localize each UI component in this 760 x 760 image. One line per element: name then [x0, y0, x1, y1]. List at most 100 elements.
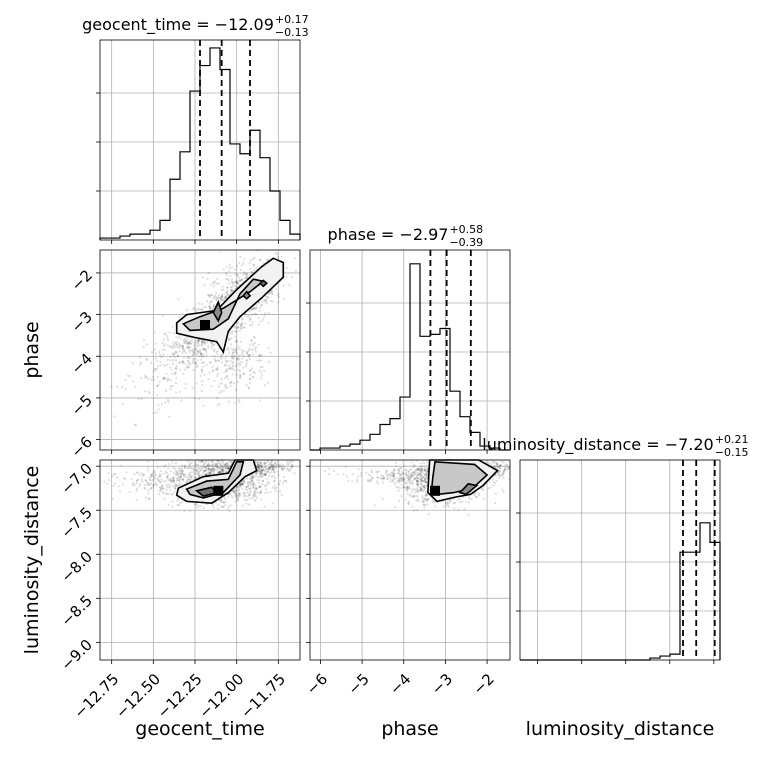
scatter-point — [253, 265, 256, 268]
scatter-point — [265, 470, 268, 473]
scatter-point — [424, 473, 427, 476]
scatter-point — [156, 375, 159, 378]
scatter-point — [201, 361, 204, 364]
scatter-point — [345, 475, 349, 478]
scatter-point — [182, 356, 185, 359]
scatter-point — [232, 348, 235, 352]
scatter-point — [261, 483, 264, 486]
scatter-point — [230, 289, 233, 292]
scatter-point — [221, 461, 225, 465]
scatter-point — [159, 481, 163, 484]
scatter-point — [168, 331, 171, 334]
scatter-point — [257, 323, 260, 326]
scatter-point — [468, 497, 471, 500]
scatter-point — [140, 377, 143, 380]
scatter-point — [195, 341, 199, 344]
scatter-point — [134, 385, 137, 388]
scatter-point — [475, 495, 478, 498]
scatter-point — [287, 463, 290, 466]
scatter-point — [367, 473, 370, 476]
scatter-point — [357, 468, 360, 471]
hist-phase-title: phase = −2.97 +0.58−0.39 — [328, 223, 484, 249]
scatter-point — [220, 498, 223, 501]
scatter-point — [249, 490, 252, 493]
scatter-point — [194, 352, 197, 355]
scatter-point — [193, 344, 196, 347]
scatter-point — [152, 475, 155, 478]
scatter-point — [248, 354, 251, 357]
scatter-point — [234, 280, 237, 284]
scatter-point — [143, 374, 146, 377]
scatter-point — [332, 469, 335, 472]
scatter-point — [198, 355, 201, 358]
scatter-point — [234, 388, 237, 392]
scatter-point — [253, 307, 257, 310]
scatter-point — [211, 365, 214, 368]
scatter-point — [181, 361, 184, 364]
scatter-point — [162, 472, 165, 475]
scatter-point — [218, 296, 221, 299]
scatter-point — [173, 373, 176, 376]
scatter-point — [218, 471, 221, 474]
scatter-point — [165, 334, 168, 337]
scatter-point — [198, 350, 201, 353]
scatter-point — [199, 352, 202, 355]
scatter-point — [245, 360, 248, 363]
scatter-point — [158, 408, 161, 411]
scatter-point — [180, 464, 184, 467]
scatter-point — [202, 361, 205, 364]
scatter-point — [182, 360, 185, 364]
scatter-point — [238, 495, 241, 498]
scatter-point — [227, 495, 230, 499]
scatter-point — [163, 348, 166, 352]
scatter-point — [255, 267, 258, 270]
scatter-point — [227, 338, 230, 341]
scatter-point — [209, 306, 212, 309]
scatter-point — [197, 343, 200, 346]
scatter-point — [282, 298, 286, 301]
scatter-point — [233, 284, 237, 288]
scatter-point — [143, 473, 146, 477]
scatter-point — [232, 357, 235, 360]
scatter-point — [241, 351, 244, 354]
scatter-point — [187, 361, 190, 364]
scatter-point — [241, 318, 245, 321]
scatter-point — [212, 467, 215, 470]
scatter-point — [235, 365, 238, 368]
scatter-point — [185, 342, 188, 345]
panel-luminosity-distance-vs-phase: −6 −5 −4 −3 −2 — [303, 459, 511, 698]
scatter-point — [183, 362, 186, 365]
scatter-point — [212, 285, 215, 288]
scatter-point — [245, 502, 248, 505]
scatter-point — [496, 472, 499, 475]
scatter-point — [282, 468, 285, 471]
scatter-point — [133, 483, 136, 486]
scatter-point — [211, 370, 214, 373]
scatter-point — [175, 368, 178, 371]
scatter-point — [245, 362, 248, 366]
scatter-point — [203, 470, 206, 473]
scatter-point — [219, 461, 222, 464]
scatter-point — [274, 287, 278, 291]
scatter-point — [123, 477, 126, 480]
scatter-point — [239, 373, 242, 377]
scatter-point — [170, 493, 173, 496]
x-tick-label: −5 — [344, 670, 372, 698]
scatter-point — [158, 472, 161, 476]
scatter-point — [120, 464, 123, 467]
scatter-point — [157, 465, 160, 469]
scatter-point — [258, 469, 261, 473]
scatter-point — [213, 343, 216, 347]
scatter-point — [423, 465, 426, 468]
scatter-point — [166, 363, 169, 366]
scatter-point — [260, 466, 264, 469]
scatter-point — [423, 506, 426, 509]
scatter-point — [175, 341, 178, 344]
scatter-point — [205, 363, 208, 367]
scatter-point — [413, 477, 417, 480]
scatter-point — [159, 469, 163, 473]
scatter-point — [228, 266, 232, 269]
scatter-point — [220, 357, 223, 360]
scatter-point — [197, 504, 200, 507]
hist-title-main: phase = −2.97 — [328, 225, 449, 244]
